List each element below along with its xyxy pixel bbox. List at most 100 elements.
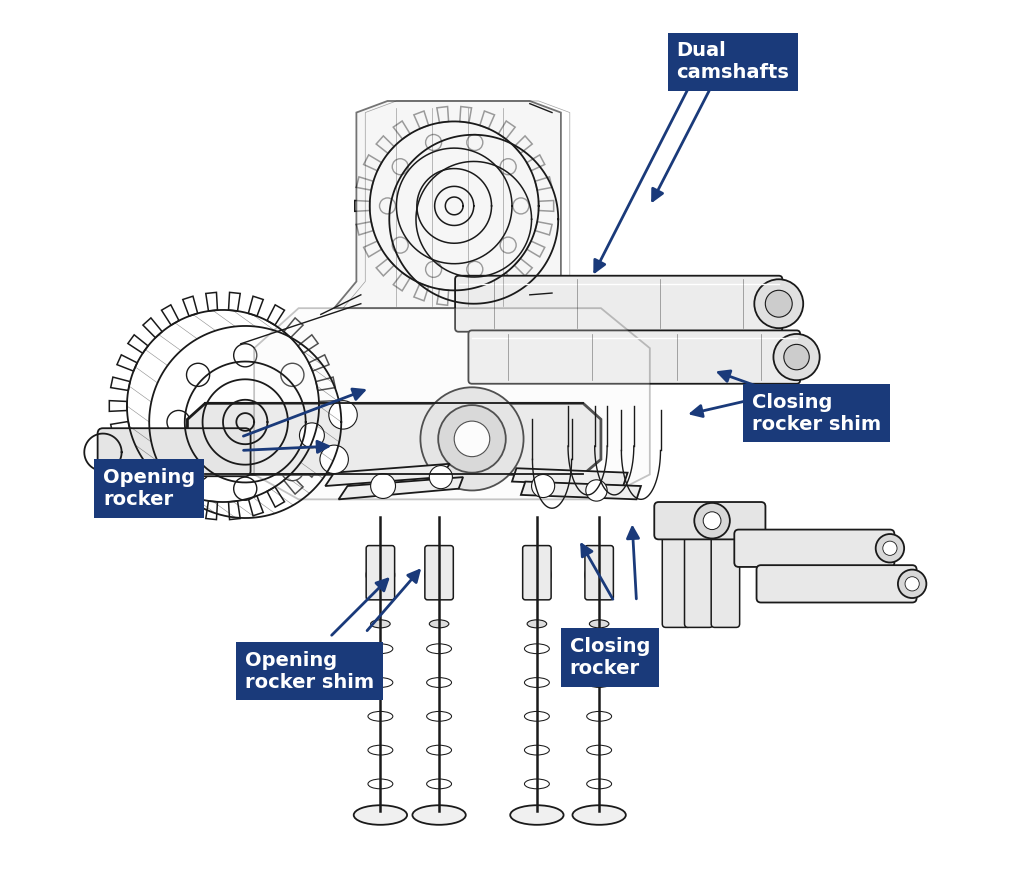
Polygon shape — [521, 482, 641, 500]
Circle shape — [755, 279, 803, 328]
Circle shape — [281, 363, 304, 386]
Polygon shape — [526, 241, 545, 257]
Polygon shape — [376, 136, 394, 153]
Circle shape — [233, 343, 257, 367]
Polygon shape — [309, 441, 329, 457]
Circle shape — [876, 534, 904, 563]
Text: Opening
rocker: Opening rocker — [103, 468, 196, 509]
Polygon shape — [539, 201, 554, 211]
Polygon shape — [254, 308, 650, 500]
Polygon shape — [356, 177, 374, 190]
Polygon shape — [111, 377, 130, 391]
Polygon shape — [512, 468, 628, 486]
Polygon shape — [326, 464, 450, 486]
Polygon shape — [128, 458, 148, 477]
Polygon shape — [460, 106, 472, 123]
Polygon shape — [298, 334, 318, 353]
Circle shape — [380, 198, 395, 214]
Polygon shape — [339, 477, 463, 500]
Circle shape — [426, 135, 441, 151]
Circle shape — [513, 198, 528, 214]
Circle shape — [883, 541, 897, 556]
Polygon shape — [499, 273, 515, 291]
Circle shape — [300, 410, 324, 434]
Circle shape — [467, 135, 482, 151]
Ellipse shape — [510, 805, 563, 825]
Circle shape — [233, 477, 257, 500]
Polygon shape — [499, 121, 515, 139]
Circle shape — [703, 512, 721, 530]
Circle shape — [500, 237, 516, 253]
Polygon shape — [526, 155, 545, 170]
Circle shape — [421, 387, 523, 491]
FancyBboxPatch shape — [712, 505, 739, 627]
Ellipse shape — [429, 620, 449, 628]
Circle shape — [186, 363, 210, 386]
Circle shape — [281, 458, 304, 481]
Circle shape — [186, 458, 210, 481]
Polygon shape — [315, 422, 335, 435]
FancyBboxPatch shape — [468, 330, 800, 384]
Polygon shape — [460, 289, 472, 305]
Circle shape — [694, 503, 730, 539]
Polygon shape — [162, 487, 179, 508]
FancyBboxPatch shape — [367, 546, 394, 599]
Polygon shape — [228, 293, 241, 311]
Circle shape — [765, 290, 793, 318]
Polygon shape — [334, 101, 561, 308]
Circle shape — [392, 237, 409, 253]
Polygon shape — [182, 296, 198, 316]
Polygon shape — [162, 305, 179, 326]
Circle shape — [773, 334, 819, 380]
FancyBboxPatch shape — [684, 505, 713, 627]
Circle shape — [898, 570, 927, 598]
Polygon shape — [535, 177, 552, 190]
Polygon shape — [143, 318, 162, 338]
Circle shape — [329, 401, 357, 429]
Polygon shape — [480, 111, 495, 128]
Circle shape — [905, 577, 920, 591]
Polygon shape — [117, 355, 137, 371]
Polygon shape — [111, 422, 130, 435]
Polygon shape — [206, 293, 217, 311]
Polygon shape — [110, 401, 127, 411]
Polygon shape — [143, 475, 162, 494]
FancyBboxPatch shape — [97, 428, 251, 476]
FancyBboxPatch shape — [654, 502, 765, 540]
Circle shape — [392, 159, 409, 175]
Polygon shape — [228, 501, 241, 520]
FancyBboxPatch shape — [757, 566, 916, 602]
Circle shape — [586, 480, 607, 501]
Polygon shape — [249, 296, 263, 316]
Polygon shape — [206, 501, 217, 520]
Polygon shape — [117, 441, 137, 457]
Circle shape — [371, 474, 395, 499]
Polygon shape — [393, 121, 410, 139]
Text: Closing
rocker: Closing rocker — [569, 637, 650, 678]
Ellipse shape — [353, 805, 408, 825]
Polygon shape — [437, 106, 449, 123]
Ellipse shape — [371, 620, 390, 628]
Polygon shape — [315, 377, 335, 391]
Ellipse shape — [572, 805, 626, 825]
Ellipse shape — [527, 620, 547, 628]
Polygon shape — [364, 155, 382, 170]
Polygon shape — [309, 355, 329, 371]
Circle shape — [425, 561, 454, 589]
Ellipse shape — [413, 805, 466, 825]
Polygon shape — [356, 221, 374, 235]
FancyBboxPatch shape — [522, 546, 551, 599]
Circle shape — [167, 410, 190, 434]
Circle shape — [500, 159, 516, 175]
Circle shape — [467, 261, 482, 277]
Polygon shape — [514, 259, 532, 276]
Text: Closing
rocker shim: Closing rocker shim — [752, 392, 882, 434]
Polygon shape — [414, 111, 429, 128]
Polygon shape — [514, 136, 532, 153]
Polygon shape — [128, 334, 148, 353]
Circle shape — [429, 466, 453, 489]
Circle shape — [531, 475, 555, 498]
Circle shape — [319, 445, 348, 474]
FancyBboxPatch shape — [734, 530, 894, 567]
Text: Opening
rocker shim: Opening rocker shim — [245, 650, 375, 691]
